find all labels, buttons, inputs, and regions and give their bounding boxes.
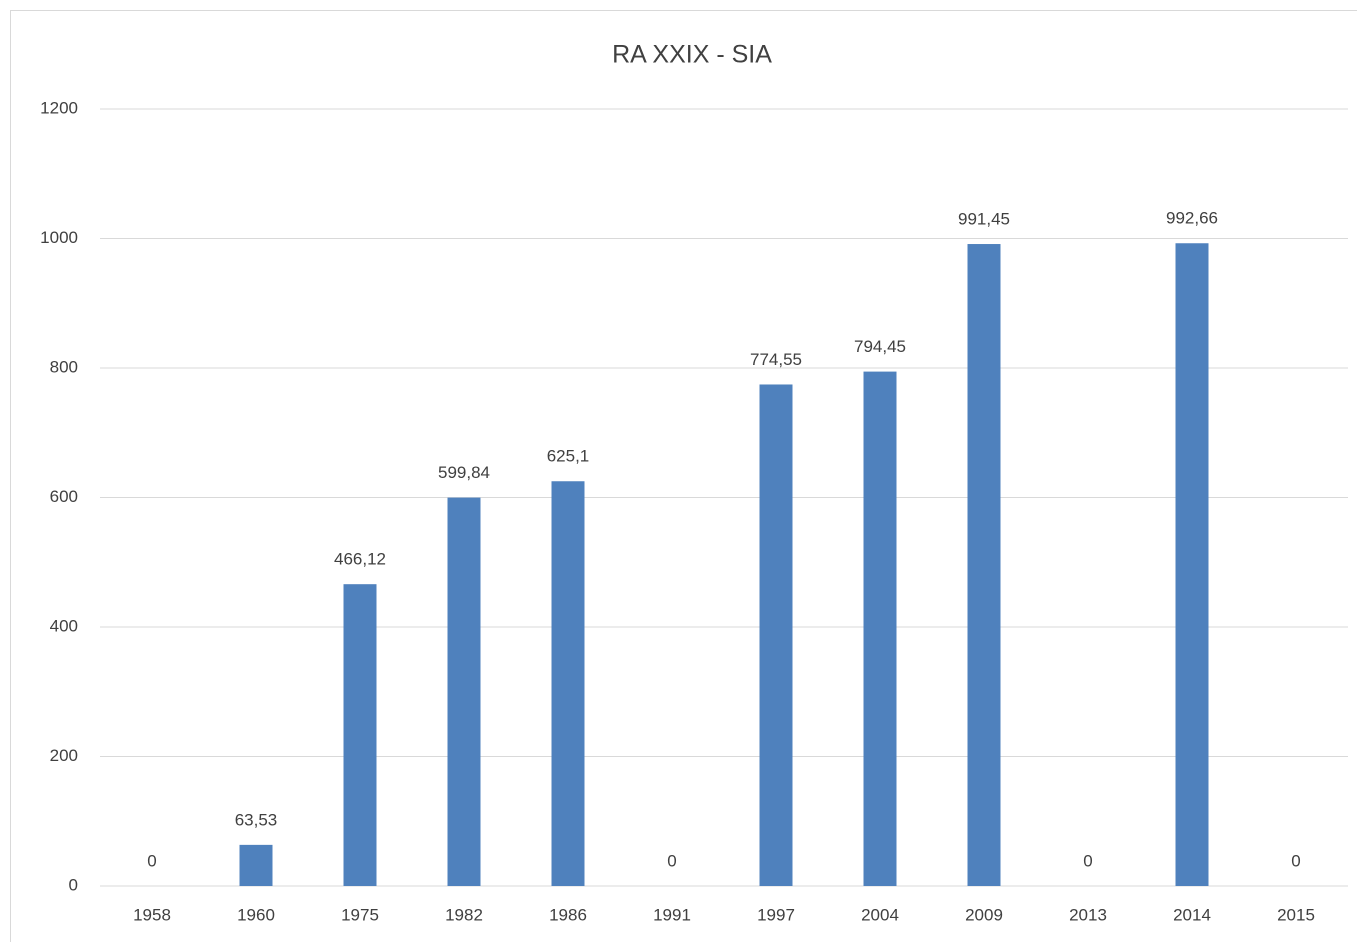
x-tick-label: 1960 <box>237 905 275 924</box>
y-tick-label: 400 <box>50 616 78 635</box>
value-label: 63,53 <box>235 810 278 829</box>
x-tick-label: 2004 <box>861 905 899 924</box>
y-tick-label: 800 <box>50 357 78 376</box>
value-label: 794,45 <box>854 337 906 356</box>
y-tick-label: 200 <box>50 746 78 765</box>
value-label: 991,45 <box>958 210 1010 229</box>
value-label: 466,12 <box>334 550 386 569</box>
y-tick-label: 1000 <box>40 228 78 247</box>
x-tick-label: 1986 <box>549 905 587 924</box>
y-tick-label: 1200 <box>40 98 78 117</box>
x-tick-label: 1991 <box>653 905 691 924</box>
x-tick-label: 1975 <box>341 905 379 924</box>
x-tick-label: 2013 <box>1069 905 1107 924</box>
chart-title: RA XXIX - SIA <box>612 41 772 69</box>
bar <box>343 584 377 886</box>
x-tick-label: 2014 <box>1173 905 1211 924</box>
x-tick-label: 1982 <box>445 905 483 924</box>
value-label: 625,1 <box>547 447 590 466</box>
bar <box>239 844 273 886</box>
value-label: 0 <box>147 851 156 870</box>
value-label: 0 <box>1083 851 1092 870</box>
bar <box>863 371 897 886</box>
x-tick-label: 1958 <box>133 905 171 924</box>
value-label: 0 <box>1291 851 1300 870</box>
bar <box>967 244 1001 886</box>
value-label: 992,66 <box>1166 209 1218 228</box>
bar <box>551 481 585 886</box>
chart-frame <box>10 10 1357 942</box>
bar <box>759 384 793 886</box>
x-tick-label: 2009 <box>965 905 1003 924</box>
bar <box>447 497 481 886</box>
value-label: 774,55 <box>750 350 802 369</box>
y-tick-label: 600 <box>50 487 78 506</box>
x-tick-label: 2015 <box>1277 905 1315 924</box>
value-label: 0 <box>667 851 676 870</box>
value-label: 599,84 <box>438 463 490 482</box>
bar <box>1175 243 1209 886</box>
y-tick-label: 0 <box>69 875 78 894</box>
x-tick-label: 1997 <box>757 905 795 924</box>
